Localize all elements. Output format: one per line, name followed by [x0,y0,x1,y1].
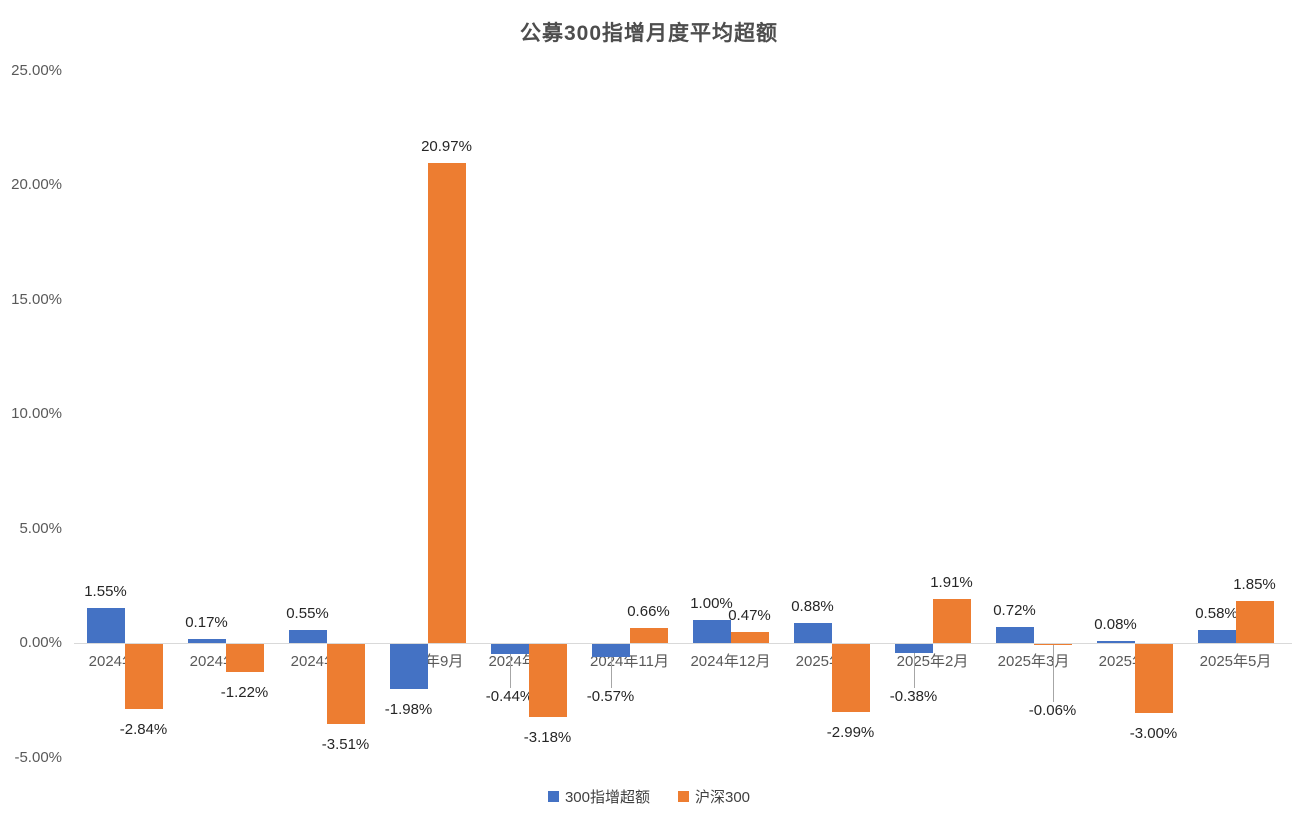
data-label: 1.55% [84,582,127,600]
bar-沪深300-2024年12月 [730,632,769,643]
data-label: 1.85% [1233,575,1276,593]
data-label: -0.57% [586,688,635,705]
bar-沪深300-2025年1月 [831,644,870,713]
data-label: -1.98% [384,701,433,719]
data-label: 0.17% [185,614,228,632]
data-label: 0.55% [286,605,329,623]
category-label: 2024年11月 [590,653,669,670]
legend-item-沪深300: 沪深300 [678,786,750,807]
data-label: 0.88% [791,597,834,615]
y-axis-tick-label: 25.00% [11,61,62,79]
label-leader-line [509,654,511,688]
y-axis-tick-label: 0.00% [19,634,62,651]
data-label: 0.66% [627,602,670,620]
category-label: 2025年5月 [1199,653,1272,670]
data-label: -3.51% [321,736,370,754]
data-label: -2.99% [826,724,875,742]
y-axis-tick-label: 10.00% [11,405,62,422]
bar-沪深300-2024年7月 [225,644,264,672]
bar-300指增超额-2024年9月 [389,644,428,690]
category-label: 2024年12月 [690,653,771,670]
data-label: 0.08% [1094,616,1137,634]
bar-沪深300-2025年3月 [1033,644,1072,646]
data-label: 1.91% [930,574,973,592]
chart-legend: 300指增超额 沪深300 [0,786,1298,807]
bar-300指增超额-2024年11月 [591,644,630,658]
data-label: -3.18% [523,728,572,746]
bar-300指增超额-2025年1月 [793,622,832,643]
y-axis-tick-label: 15.00% [11,290,62,308]
y-axis-tick-label: -5.00% [14,748,62,766]
legend-swatch-icon [547,791,559,802]
bar-300指增超额-2024年10月 [490,644,529,655]
legend-label: 沪深300 [695,789,751,806]
data-label: 0.47% [728,607,771,625]
bar-300指增超额-2025年3月 [995,626,1034,643]
category-label: 2025年2月 [896,653,969,670]
y-axis-tick-label: 5.00% [19,519,62,537]
bar-沪深300-2025年5月 [1235,600,1274,643]
bar-沪深300-2024年9月 [427,162,466,643]
bar-沪深300-2024年8月 [326,644,365,725]
legend-label: 300指增超额 [564,789,650,806]
label-leader-line [913,652,915,688]
data-label: -0.38% [889,688,938,705]
bar-300指增超额-2024年8月 [288,630,327,643]
bar-300指增超额-2025年2月 [894,644,933,653]
data-label: -3.00% [1129,724,1178,742]
chart-title: 公募300指增月度平均超额 [519,22,779,45]
data-label: 0.58% [1195,604,1238,622]
bar-300指增超额-2025年4月 [1096,641,1135,643]
category-label: 2025年3月 [997,653,1070,670]
data-label: 20.97% [421,137,472,155]
label-leader-line [610,657,612,688]
bar-沪深300-2024年10月 [528,644,567,717]
bar-沪深300-2025年2月 [932,599,971,643]
legend-item-300指增超额: 300指增超额 [547,786,650,807]
bar-300指增超额-2024年7月 [187,639,226,643]
data-label: 0.72% [993,601,1036,619]
data-label: -0.06% [1028,702,1077,719]
bar-300指增超额-2024年6月 [86,607,125,643]
bar-300指增超额-2025年5月 [1197,629,1236,643]
bar-沪深300-2024年11月 [629,627,668,643]
data-label: -2.84% [119,721,168,739]
x-axis-line [74,643,1292,644]
bar-沪深300-2024年6月 [124,644,163,710]
data-label: 1.00% [690,595,733,613]
data-label: -1.22% [220,683,269,701]
data-label: -0.44% [485,688,534,705]
bar-沪深300-2025年4月 [1134,644,1173,713]
legend-swatch-icon [678,791,689,802]
label-leader-line [1052,645,1054,702]
bar-300指增超额-2024年12月 [692,620,731,643]
y-axis-tick-label: 20.00% [11,176,62,193]
